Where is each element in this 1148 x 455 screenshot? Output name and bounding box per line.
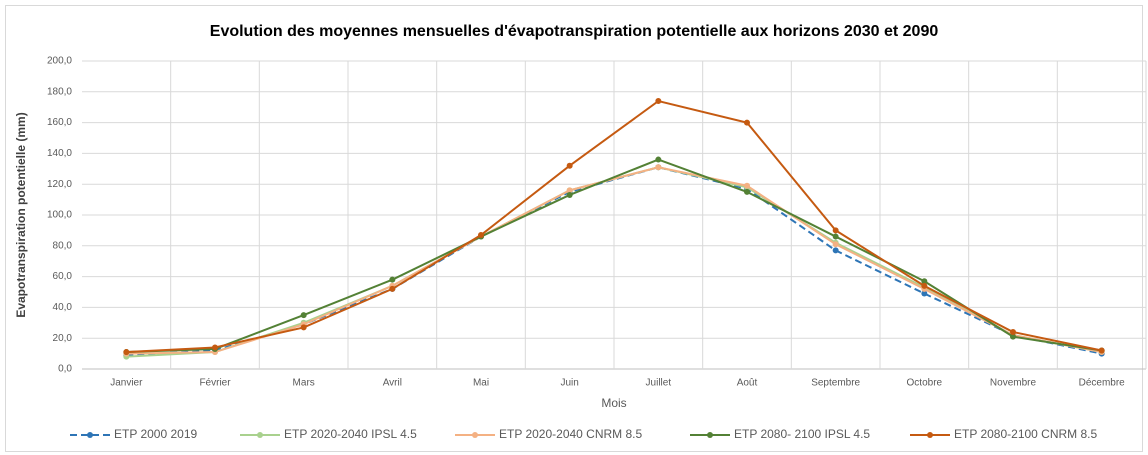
y-tick-label: 100,0 [47,210,72,221]
legend-label: ETP 2000 2019 [114,427,198,441]
data-point [478,232,484,239]
chart-frame [5,5,1143,452]
y-tick-label: 120,0 [47,179,72,190]
y-tick-label: 180,0 [47,86,72,97]
data-point [921,278,928,285]
data-point [1010,329,1016,336]
legend-marker [257,432,263,438]
x-tick-label: Août [737,378,758,389]
data-point [300,312,307,319]
y-tick-label: 140,0 [47,148,72,159]
data-point [389,285,396,292]
x-tick-label: Décembre [1079,378,1126,389]
x-tick-label: Juin [560,378,578,389]
data-point [566,162,573,169]
data-point [832,227,839,234]
data-point [832,241,839,248]
legend-label: ETP 2020-2040 IPSL 4.5 [284,427,417,441]
legend-label: ETP 2020-2040 CNRM 8.5 [499,427,643,441]
x-axis-title: Mois [601,396,626,410]
data-point [832,233,839,240]
legend-label: ETP 2080-2100 CNRM 8.5 [954,427,1098,441]
data-point [566,191,573,198]
data-point [300,324,307,331]
data-point [123,349,130,356]
data-point [655,164,662,171]
data-point [212,344,218,351]
y-tick-label: 60,0 [53,271,73,282]
x-tick-label: Juillet [646,378,672,389]
y-tick-label: 20,0 [53,333,73,344]
legend-label: ETP 2080- 2100 IPSL 4.5 [734,427,870,441]
x-tick-label: Octobre [907,378,943,389]
y-tick-label: 40,0 [53,302,73,313]
data-point [389,276,396,283]
data-point [744,119,750,126]
data-point [921,290,928,297]
legend-marker [707,432,713,438]
y-tick-label: 160,0 [47,117,72,128]
series-line [126,158,1102,354]
legend-marker [87,432,93,438]
legend-marker [927,432,933,438]
series-line [126,99,1102,354]
x-tick-label: Mai [473,378,489,389]
x-tick-label: Novembre [990,378,1037,389]
y-tick-label: 200,0 [47,56,72,67]
x-tick-label: Février [199,378,231,389]
data-point [566,187,573,194]
data-point [655,98,662,105]
data-point [1010,333,1016,340]
y-tick-label: 0,0 [58,364,72,375]
y-axis-title: Evapotranspiration potentielle (mm) [14,112,28,317]
x-tick-label: Septembre [811,378,860,389]
data-point [1098,347,1105,354]
series-line [126,166,1102,355]
data-point [921,282,928,289]
x-tick-label: Janvier [110,378,143,389]
y-tick-label: 80,0 [53,240,73,251]
data-point [655,156,662,163]
data-point [832,247,839,254]
data-point [744,188,750,195]
chart-title: Evolution des moyennes mensuelles d'évap… [210,23,939,40]
x-tick-label: Avril [383,378,402,389]
legend-marker [472,432,478,438]
x-tick-label: Mars [293,378,315,389]
data-point [744,182,750,189]
